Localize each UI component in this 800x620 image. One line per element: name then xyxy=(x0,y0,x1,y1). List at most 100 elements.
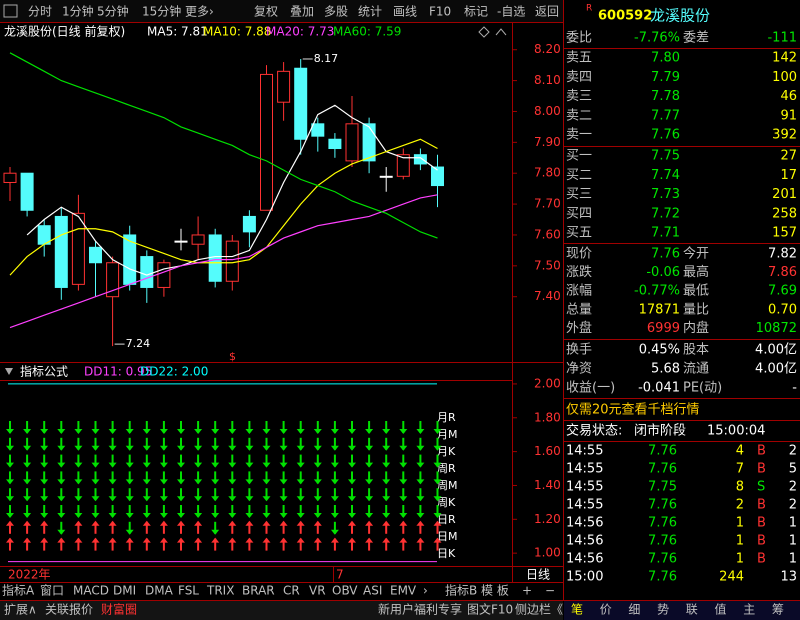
tool-icon[interactable] xyxy=(478,26,490,38)
indicator-tab[interactable]: BRAR xyxy=(242,584,275,598)
indicator-tab[interactable]: FSL xyxy=(178,584,199,598)
signal-arrow-head xyxy=(74,496,83,502)
candle-body xyxy=(71,212,85,285)
side-tab[interactable]: 势 xyxy=(657,603,669,617)
status-item[interactable]: 财富圈 xyxy=(101,602,137,617)
indicator-tab[interactable]: + xyxy=(522,584,532,598)
indicator-tab[interactable]: ASI xyxy=(363,584,382,598)
indicator-tab[interactable]: EMV xyxy=(390,584,417,598)
signal-arrow-head xyxy=(262,496,271,502)
status-item[interactable]: 关联报价 xyxy=(45,602,93,617)
trade-time: 15:00:04 xyxy=(707,424,765,439)
indicator-tab[interactable]: 指标B xyxy=(445,583,477,598)
toolbar-item[interactable]: 多股 xyxy=(324,5,348,19)
status-item[interactable]: 侧边栏《 xyxy=(515,602,563,617)
menu-icon[interactable] xyxy=(3,4,18,18)
toolbar-item[interactable]: 标记 xyxy=(464,5,488,19)
fundamental-label: 净资 xyxy=(566,362,592,377)
y-tick-label: 7.90 xyxy=(534,135,561,149)
side-tab[interactable]: 联 xyxy=(686,603,698,617)
toolbar-item[interactable]: 更多› xyxy=(185,5,214,19)
toolbar-item[interactable]: 15分钟 xyxy=(142,4,181,19)
toolbar-item[interactable]: F10 xyxy=(429,5,451,19)
indicator-tab[interactable]: DMI xyxy=(113,584,136,598)
toolbar-item[interactable]: 分时 xyxy=(28,5,52,19)
toolbar-item[interactable]: 叠加 xyxy=(290,5,314,19)
toolbar-item[interactable]: -自选 xyxy=(497,5,525,19)
status-item[interactable]: 图文F10 xyxy=(467,602,513,617)
indicator-menu-icon[interactable] xyxy=(5,368,13,375)
signal-arrow-head xyxy=(245,537,254,543)
trade-price: 7.76 xyxy=(648,516,677,531)
signal-arrow-head xyxy=(416,429,425,434)
indicator-tab[interactable]: 窗口 xyxy=(40,584,64,598)
book-label: 买三 xyxy=(566,187,592,202)
signal-arrow-head xyxy=(228,445,237,451)
trade-count: 2 xyxy=(789,444,797,459)
signal-arrow-head xyxy=(245,496,254,502)
indicator-tab[interactable]: DMA xyxy=(145,584,174,598)
status-item[interactable]: 新用户福利专享 xyxy=(378,602,462,617)
signal-arrow-head xyxy=(142,513,151,518)
side-tab[interactable]: 主 xyxy=(743,603,755,617)
candle-body xyxy=(54,215,68,288)
toolbar-item[interactable]: 统计 xyxy=(358,5,382,19)
signal-arrow-head xyxy=(125,529,134,535)
indicator-tab[interactable]: OBV xyxy=(332,584,358,598)
signal-arrow-head xyxy=(194,429,203,434)
signal-arrow-head xyxy=(177,429,185,434)
promo[interactable]: 仅需20元查看千档行情 xyxy=(566,402,700,418)
signal-arrow-head xyxy=(399,496,408,502)
book-label: 买二 xyxy=(566,168,592,183)
trade-time: 14:56 xyxy=(566,552,603,567)
signal-arrow-head xyxy=(245,513,254,518)
signal-arrow-head xyxy=(313,496,322,502)
fundamental-label: 收益(一) xyxy=(566,381,615,396)
signal-arrow-head xyxy=(348,462,356,468)
signal-arrow-head xyxy=(23,462,32,468)
side-tab[interactable]: 细 xyxy=(628,603,640,617)
side-tab[interactable]: 笔 xyxy=(571,602,583,617)
signal-arrow-head xyxy=(159,462,168,468)
side-tab[interactable]: 值 xyxy=(714,602,726,617)
candle-body xyxy=(191,234,205,245)
collapse-icon[interactable] xyxy=(495,28,507,36)
trade-time: 15:00 xyxy=(566,570,603,585)
signal-arrow-head xyxy=(348,429,356,434)
indicator-tab[interactable]: MACD xyxy=(73,584,109,598)
side-tab[interactable]: 价 xyxy=(600,603,612,617)
signal-arrow-head xyxy=(40,445,49,451)
indicator-tab[interactable]: VR xyxy=(309,584,326,598)
book-label: 卖二 xyxy=(566,108,592,123)
indicator-tab[interactable]: 指标A xyxy=(2,583,35,598)
toolbar-item[interactable]: 5分钟 xyxy=(97,4,129,19)
toolbar-item[interactable]: 复权 xyxy=(254,5,278,19)
trade-count: 1 xyxy=(789,516,797,531)
signal-arrow-head xyxy=(382,445,391,451)
trade-time: 14:55 xyxy=(566,480,603,495)
side-tab[interactable]: 筹 xyxy=(772,603,784,617)
signal-arrow-head xyxy=(91,496,100,502)
signal-arrow-head xyxy=(365,513,374,518)
trade-count: 2 xyxy=(789,498,797,513)
signal-arrow-head xyxy=(330,513,339,518)
trade-volume: 1 xyxy=(736,516,744,531)
trade-price: 7.75 xyxy=(648,480,677,495)
toolbar-item[interactable]: 1分钟 xyxy=(62,4,94,19)
status-item[interactable]: 扩展∧ xyxy=(4,603,37,617)
signal-arrow-head xyxy=(211,537,220,543)
indicator-tab[interactable]: CR xyxy=(283,584,300,598)
indicator-tab[interactable]: − xyxy=(545,584,555,598)
signal-arrow-head xyxy=(57,429,66,434)
book-volume: 142 xyxy=(772,51,797,66)
indicator-tab[interactable]: › xyxy=(423,584,428,598)
indicator-legend: DD22: 2.00 xyxy=(140,365,208,379)
trade-count: 1 xyxy=(789,552,797,567)
indicator-tab[interactable]: 模 板 xyxy=(481,584,509,598)
trade-volume: 244 xyxy=(719,570,744,585)
toolbar-item[interactable]: 返回 xyxy=(535,5,559,19)
signal-arrow-head xyxy=(313,520,322,526)
indicator-tab[interactable]: TRIX xyxy=(206,584,234,598)
toolbar-item[interactable]: 画线 xyxy=(393,5,417,19)
book-volume: 201 xyxy=(772,187,797,202)
